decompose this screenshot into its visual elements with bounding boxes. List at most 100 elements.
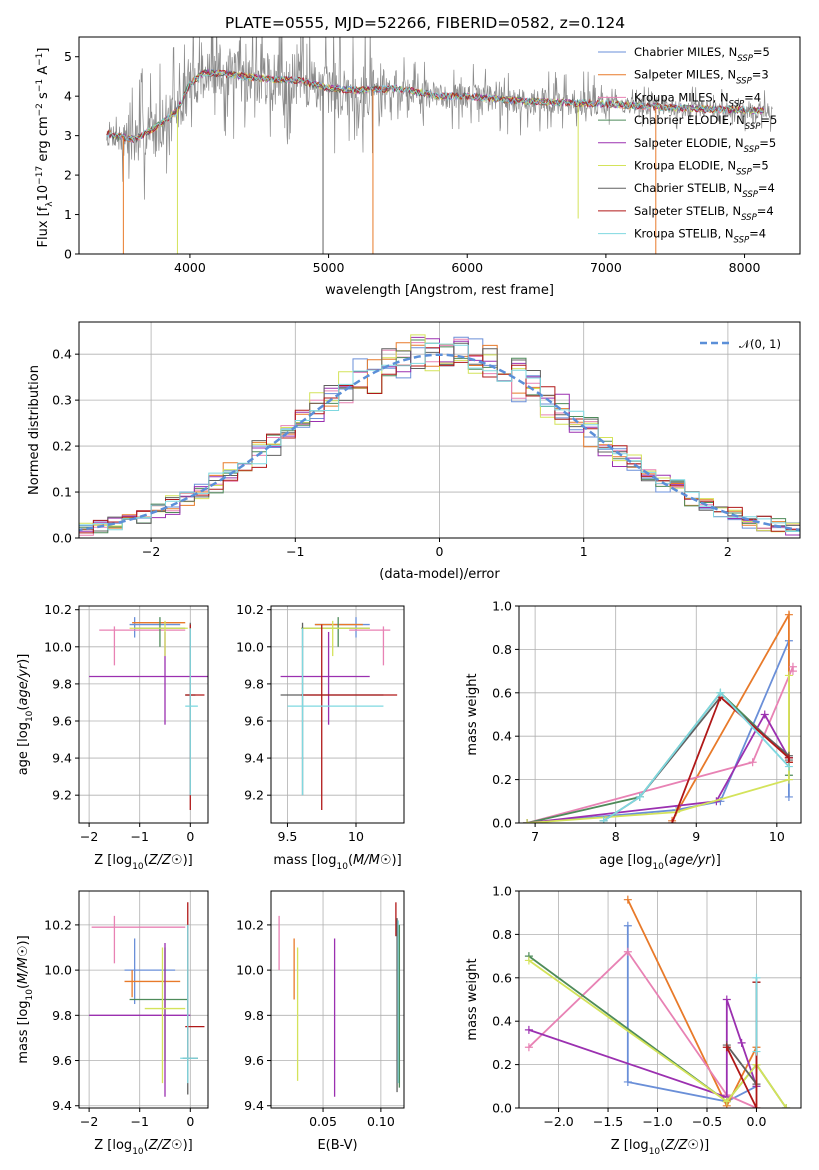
- x-tick-label: 0.05: [309, 1114, 337, 1129]
- legend-entry: Chabrier STELIB, NSSP=4: [634, 181, 775, 200]
- axes-frame-spectrum: [78, 36, 801, 255]
- legend-entry: Salpeter STELIB, NSSP=4: [634, 204, 774, 223]
- axes-weight_vs_Z: −2.0 −1.5 −1.0 −0.5 0.0 0.0 0.2 0.4 0.6 0.8 1.0: [492, 884, 801, 1129]
- x-tick-label: −1: [286, 544, 304, 559]
- x-tick-label: 8000: [729, 260, 761, 275]
- weights-weight_vs_age: [523, 610, 797, 823]
- y-tick-label: 0: [64, 247, 72, 262]
- x-tick-label: −0.5: [692, 1114, 722, 1129]
- mass-vs-ebv-xlabel: E(B-V): [317, 1138, 357, 1153]
- x-tick-label: 9.5: [278, 829, 298, 844]
- y-tick-label: 0.6: [492, 685, 512, 700]
- x-tick-label: 9: [692, 829, 700, 844]
- weight-marker: [737, 1038, 746, 1047]
- y-tick-label: 0.6: [492, 970, 512, 985]
- y-tick-label: 10.2: [44, 917, 72, 932]
- y-tick-label: 9.8: [52, 676, 72, 691]
- weight-line-chabrier-elodie: [526, 691, 790, 823]
- legend-entry: Kroupa ELODIE, NSSP=5: [634, 159, 769, 178]
- axes-weight_vs_age: 7 8 9 10 0.0 0.2 0.4 0.6 0.8 1.0: [492, 599, 801, 844]
- y-tick-label: 1: [64, 207, 72, 222]
- residuals-ylabel: Normed distribution: [27, 365, 42, 495]
- axes-frame-age_vs_mass: [270, 605, 405, 824]
- x-tick-label: 0.0: [747, 1114, 767, 1129]
- y-tick-label: 9.8: [52, 1008, 72, 1023]
- legend-entry: Salpeter MILES, NSSP=3: [634, 68, 769, 87]
- x-tick-label: −2: [80, 1114, 98, 1129]
- weight-vs-age-xlabel: age [log10(age/yr)]: [599, 853, 721, 872]
- weight-marker: [623, 895, 632, 904]
- y-tick-label: 9.6: [52, 1053, 72, 1068]
- x-tick-label: −2: [80, 829, 98, 844]
- x-tick-label: 4000: [174, 260, 206, 275]
- age-vs-mass-xlabel: mass [log10(M/M☉)]: [273, 853, 401, 872]
- axes-residuals: −2 −1 0 1 2 0.0 0.1 0.2 0.3 0.4: [52, 322, 800, 559]
- weight-line-salpeter-elodie: [526, 712, 790, 823]
- x-tick-label: 5000: [313, 260, 345, 275]
- y-tick-label: 1.0: [492, 599, 512, 614]
- mass-vs-Z-ylabel: mass [log10(M/M☉)]: [16, 935, 35, 1063]
- y-tick-label: 0.0: [492, 816, 512, 831]
- mass-vs-Z-xlabel: Z [log10(Z/Z☉)]: [94, 1138, 192, 1157]
- legend-entry: Kroupa MILES, NSSP=4: [634, 90, 761, 109]
- y-tick-label: 0.2: [52, 439, 72, 454]
- errorbars-mass_vs_Z: [89, 902, 205, 1097]
- axes-frame-weight_vs_age: [518, 605, 802, 824]
- gaussian-curve: [79, 353, 800, 532]
- weight-line-chabrier-miles: [626, 925, 757, 1103]
- y-tick-label: 0.0: [492, 1101, 512, 1116]
- weight-line-kroupa-stelib: [603, 691, 790, 822]
- x-tick-label: 1: [580, 544, 588, 559]
- y-tick-label: 0.1: [52, 485, 72, 500]
- weight-marker: [623, 947, 632, 956]
- weight-line-kroupa-miles: [526, 666, 794, 823]
- y-tick-label: 0.2: [492, 1057, 512, 1072]
- y-tick-label: 10.0: [236, 963, 264, 978]
- y-tick-label: 9.4: [244, 751, 264, 766]
- x-tick-label: 2: [724, 544, 732, 559]
- axes-frame-weight_vs_Z: [518, 890, 802, 1109]
- weight-marker: [788, 667, 797, 676]
- weight-marker: [523, 819, 532, 823]
- y-tick-label: 9.2: [52, 788, 72, 803]
- weight-marker: [635, 792, 644, 801]
- y-tick-label: 9.4: [52, 751, 72, 766]
- weight-marker: [599, 816, 608, 823]
- y-tick-label: 9.2: [244, 788, 264, 803]
- residuals-xlabel: (data-model)/error: [379, 567, 500, 582]
- histogram-lines: [79, 334, 800, 537]
- y-tick-label: 2: [64, 168, 72, 183]
- y-tick-label: 0.8: [492, 927, 512, 942]
- weight-marker: [748, 758, 757, 767]
- figure-title: PLATE=0555, MJD=52266, FIBERID=0582, z=0…: [225, 14, 625, 32]
- weight-marker: [524, 1043, 533, 1052]
- axes-frame-age_vs_Z: [78, 605, 209, 824]
- y-tick-label: 9.4: [52, 1098, 72, 1113]
- y-tick-label: 10.2: [236, 602, 264, 617]
- y-tick-label: 10.2: [44, 602, 72, 617]
- y-tick-label: 0.0: [52, 531, 72, 546]
- spectrum-ylabel: Flux [fλ10−17 erg cm−2 s−1 A−1]: [35, 48, 55, 248]
- legend-entry: Chabrier ELODIE, NSSP=5: [634, 113, 777, 132]
- x-tick-label: −1.0: [642, 1114, 672, 1129]
- weight-marker: [722, 1043, 731, 1052]
- x-tick-label: −2.0: [543, 1114, 573, 1129]
- weight-marker: [752, 973, 761, 982]
- weight-marker: [524, 956, 533, 965]
- y-tick-label: 4: [64, 89, 72, 104]
- weight-line-kroupa-miles: [528, 950, 757, 1108]
- weight-line-kroupa-elodie: [528, 959, 787, 1108]
- x-tick-label: −1: [130, 829, 148, 844]
- x-tick-label: 7000: [590, 260, 622, 275]
- y-tick-label: 9.4: [244, 1098, 264, 1113]
- weight-marker: [623, 1077, 632, 1086]
- weight-marker: [716, 688, 725, 697]
- weight-marker: [722, 1097, 731, 1106]
- x-tick-label: 6000: [451, 260, 483, 275]
- axes-age_vs_mass: 9.5 10 9.2 9.4 9.6 9.8 10.0 10.2: [236, 602, 404, 844]
- weight-marker: [752, 1104, 761, 1108]
- y-tick-label: 9.6: [244, 1053, 264, 1068]
- y-tick-label: 0.4: [492, 1014, 512, 1029]
- y-tick-label: 10.0: [44, 963, 72, 978]
